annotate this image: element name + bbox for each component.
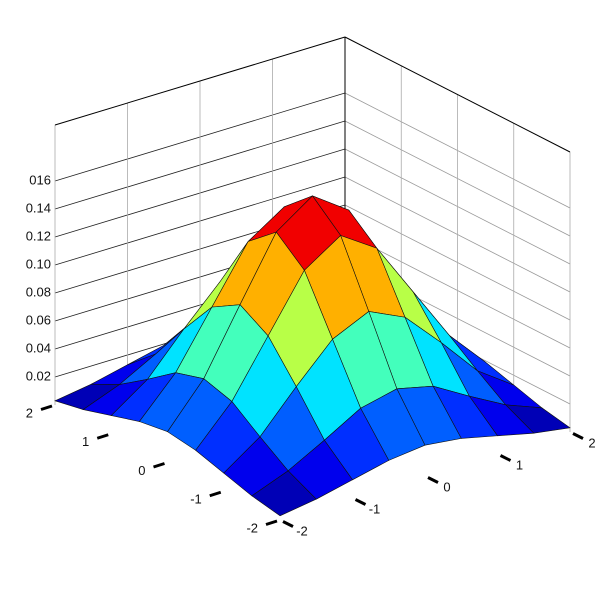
y-tick-label: 2 xyxy=(26,405,33,420)
z-tick-label: 0.02 xyxy=(26,368,51,383)
tick-mark xyxy=(499,454,512,462)
z-tick-label: 0.12 xyxy=(26,228,51,243)
z-tick-label: 0.14 xyxy=(26,200,51,215)
tick-mark xyxy=(153,462,165,469)
y-tick-label: -2 xyxy=(246,520,258,535)
y-tick-label: -1 xyxy=(190,492,202,507)
x-tick-label: 2 xyxy=(588,435,595,450)
y-tick-label: 1 xyxy=(82,434,89,449)
z-tick-label: 0.06 xyxy=(26,312,51,327)
tick-mark xyxy=(282,520,294,528)
x-tick-label: 1 xyxy=(516,457,523,472)
tick-mark xyxy=(572,432,584,440)
y-tick-label: 0 xyxy=(138,463,145,478)
surface-face xyxy=(251,470,317,517)
tick-mark xyxy=(40,404,53,411)
x-tick-label: 0 xyxy=(443,479,450,494)
z-tick-label: 0.08 xyxy=(26,284,51,299)
axis-line xyxy=(344,36,571,153)
tick-mark xyxy=(265,519,278,526)
tick-mark xyxy=(427,476,439,484)
x-tick-label: -2 xyxy=(296,523,308,538)
tick-mark xyxy=(96,433,109,440)
z-tick-label: 0.04 xyxy=(26,340,51,355)
tick-mark xyxy=(354,498,367,506)
z-tick-label: 016 xyxy=(29,172,51,187)
x-tick-label: -1 xyxy=(369,501,381,516)
axis-line xyxy=(54,36,346,126)
z-tick-label: 0.10 xyxy=(26,256,51,271)
tick-mark xyxy=(209,490,222,498)
